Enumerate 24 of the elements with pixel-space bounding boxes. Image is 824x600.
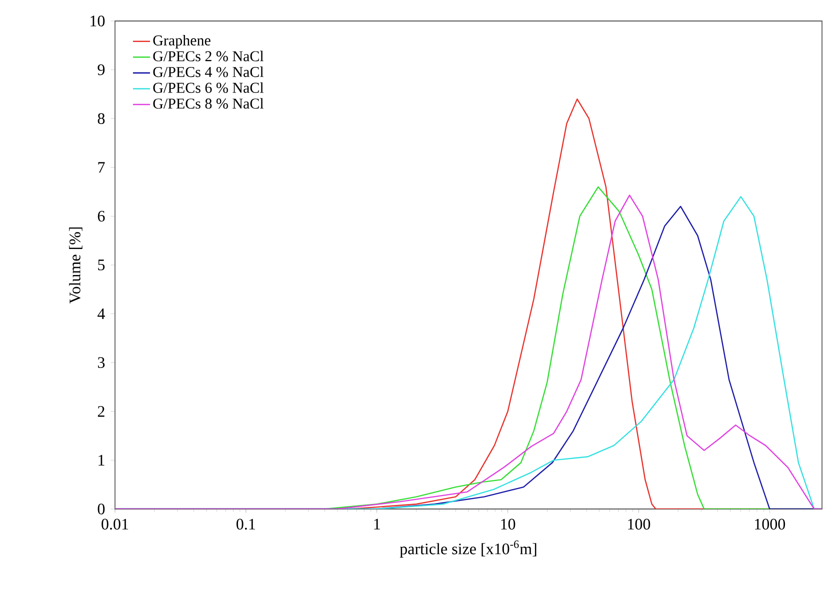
x-tick-label: 1 <box>374 518 380 530</box>
legend-label: G/PECs 2 % NaCl <box>153 50 264 62</box>
x-tick-label: 0.1 <box>236 518 255 530</box>
x-tick-label: 100 <box>628 518 650 530</box>
x-tick-label: 1000 <box>755 518 786 530</box>
legend-label: G/PECs 8 % NaCl <box>153 98 264 109</box>
y-tick-label: 3 <box>98 357 105 368</box>
legend-label: Graphene <box>153 34 210 49</box>
x-axis-title: particle size [x10$^{-6}$m] <box>400 540 536 558</box>
legend-label: G/PECs 4 % NaCl <box>153 66 264 78</box>
legend-label: G/PECs 6 % NaCl <box>153 82 264 93</box>
y-tick-label: 9 <box>98 64 105 76</box>
y-tick-label: 4 <box>98 308 105 320</box>
y-tick-label: 1 <box>98 454 104 466</box>
x-tick-label: 0.01 <box>102 518 128 530</box>
x-tick-label: 10 <box>501 518 516 530</box>
y-tick-label: 10 <box>90 16 105 26</box>
y-tick-label: 8 <box>98 113 105 124</box>
y-axis-title: Volume [%] <box>69 227 82 304</box>
y-tick-label: 7 <box>98 162 105 173</box>
y-tick-label: 5 <box>98 260 105 270</box>
y-tick-label: 0 <box>98 504 105 514</box>
y-tick-label: 6 <box>98 210 105 222</box>
y-tick-label: 2 <box>98 406 104 417</box>
